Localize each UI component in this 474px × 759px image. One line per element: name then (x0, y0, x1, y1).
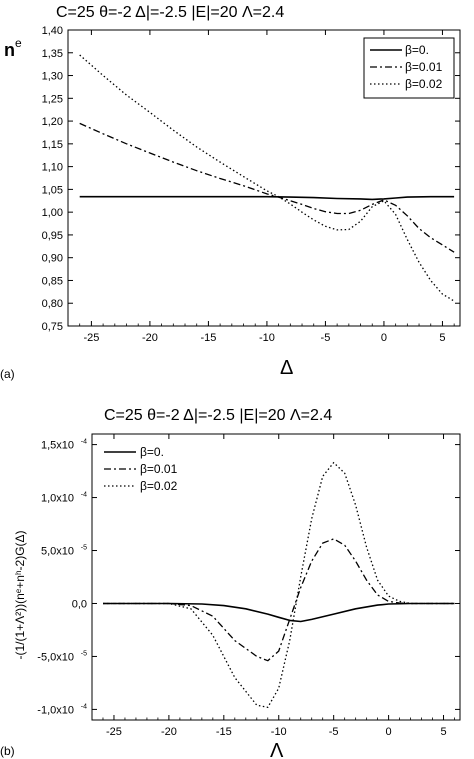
chart-a-frame (67, 29, 461, 327)
chart-a-ytick-label-0: 0,75 (42, 321, 63, 333)
chart-b-ytick-exponent-1: -5 (81, 650, 87, 657)
chart-b-xtick-label-6: 5 (440, 726, 446, 738)
chart-b-ytick-exponent-0: -4 (81, 703, 87, 710)
chart-a-ytick-label-3: 0,90 (42, 253, 63, 265)
chart-a-ytick-label-10: 1,25 (42, 93, 63, 105)
chart-b-xtick-label-1: -20 (161, 726, 177, 738)
chart-a-xtick-label-6: 5 (439, 332, 445, 344)
chart-b-legend: β=0. β=0.01 β=0.02 (104, 445, 178, 493)
chart-b-legend-label-0: β=0. (140, 445, 164, 459)
chart-a-ytick-label-13: 1,40 (42, 25, 63, 37)
chart-b-ytick-label-4: 1,0x10 (41, 493, 74, 505)
chart-a-legend: β=0. β=0.01 β=0.02 (363, 37, 455, 99)
chart-b-legend-label-1: β=0.01 (140, 462, 178, 476)
chart-b-frame (91, 433, 461, 721)
chart-a-ytick-label-6: 1,05 (42, 184, 63, 196)
chart-a-legend-label-1: β=0.01 (405, 60, 443, 74)
chart-b-ytick-label-5: 1,5x10 (41, 440, 74, 452)
chart-b-series-line-1 (103, 538, 455, 662)
chart-b-xtick-label-2: -15 (216, 726, 232, 738)
chart-a-xtick-label-2: -15 (200, 332, 216, 344)
chart-a-ytick-label-12: 1,35 (42, 48, 63, 60)
chart-b-ylabel: -(1/(1+Λ²))(nᵉ+nʰ-2)G(Δ) (13, 530, 27, 659)
chart-a-xlabel: Δ (280, 357, 293, 379)
chart-b-ytick-label-3: 5,0x10 (41, 546, 74, 558)
chart-b-ytick-label-0: -1,0x10 (37, 704, 74, 716)
chart-a-ylabel-main: n (4, 40, 15, 60)
chart-b-title: C=25 θ=-2 Δ|=-2.5 |E|=20 Λ=2.4 (104, 407, 332, 424)
chart-a-ylabel: ne (4, 36, 22, 60)
chart-b-series-line-2 (103, 461, 455, 708)
chart-b-xtick-label-0: -25 (106, 726, 122, 738)
chart-a-legend-label-2: β=0.02 (405, 77, 443, 91)
chart-b-xtick-label-4: -5 (329, 726, 339, 738)
chart-a-axes: -25 -20 -15 -10 -5 0 5 0,75 0,80 0,85 0,90 0,95 1,00… (42, 25, 460, 344)
chart-b-panel-label: (b) (0, 744, 15, 758)
chart-b-series-line-0 (103, 602, 455, 623)
chart-a-series-line-2 (79, 54, 455, 302)
chart-a-legend-label-0: β=0. (405, 43, 429, 57)
chart-a-xtick-label-1: -20 (142, 332, 158, 344)
chart-b-ytick-exponent-4: -4 (81, 492, 87, 499)
chart-a-xtick-label-5: 0 (381, 332, 387, 344)
chart-b-ytick-exponent-3: -5 (81, 545, 87, 552)
chart-b-axes: -25 -20 -15 -10 -5 0 5 -1,0x10 -4 -5,0x10 -5 0,0 5,0… (37, 434, 460, 738)
chart-b-ytick-label-2: 0,0 (72, 598, 87, 610)
chart-a-panel-label: (a) (0, 367, 15, 381)
chart-b-ytick-exponent-5: -4 (81, 439, 87, 446)
chart-a-series-group (79, 54, 455, 302)
chart-a-ytick-label-1: 0,80 (42, 298, 63, 310)
chart-a-legend-box (363, 37, 455, 99)
chart-b-ytick-label-1: -5,0x10 (37, 651, 74, 663)
chart-a-title: C=25 θ=-2 Δ|=-2.5 |E|=20 Λ=2.4 (56, 4, 284, 21)
chart-a-series-line-0 (79, 195, 455, 201)
chart-a-ytick-label-5: 1,00 (42, 207, 63, 219)
chart-b-series-group (103, 461, 455, 708)
chart-a-xtick-label-0: -25 (83, 332, 99, 344)
chart-a-series-line-1 (79, 122, 455, 253)
chart-a-xtick-label-3: -10 (259, 332, 275, 344)
chart-b-xtick-label-5: 0 (386, 726, 392, 738)
chart-b-xtick-label-3: -10 (271, 726, 287, 738)
chart-a-ytick-label-4: 0,95 (42, 230, 63, 242)
chart-a-ytick-label-11: 1,30 (42, 71, 63, 83)
chart-a-ytick-label-8: 1,15 (42, 139, 63, 151)
chart-a-xtick-label-4: -5 (321, 332, 331, 344)
chart-b-xlabel: Λ (270, 740, 284, 759)
chart-a-ylabel-sup: e (15, 36, 22, 50)
chart-a-ytick-label-9: 1,20 (42, 116, 63, 128)
chart-a-ytick-label-7: 1,10 (42, 162, 63, 174)
chart-b-legend-label-2: β=0.02 (140, 479, 178, 493)
chart-a-ytick-label-2: 0,85 (42, 275, 63, 287)
